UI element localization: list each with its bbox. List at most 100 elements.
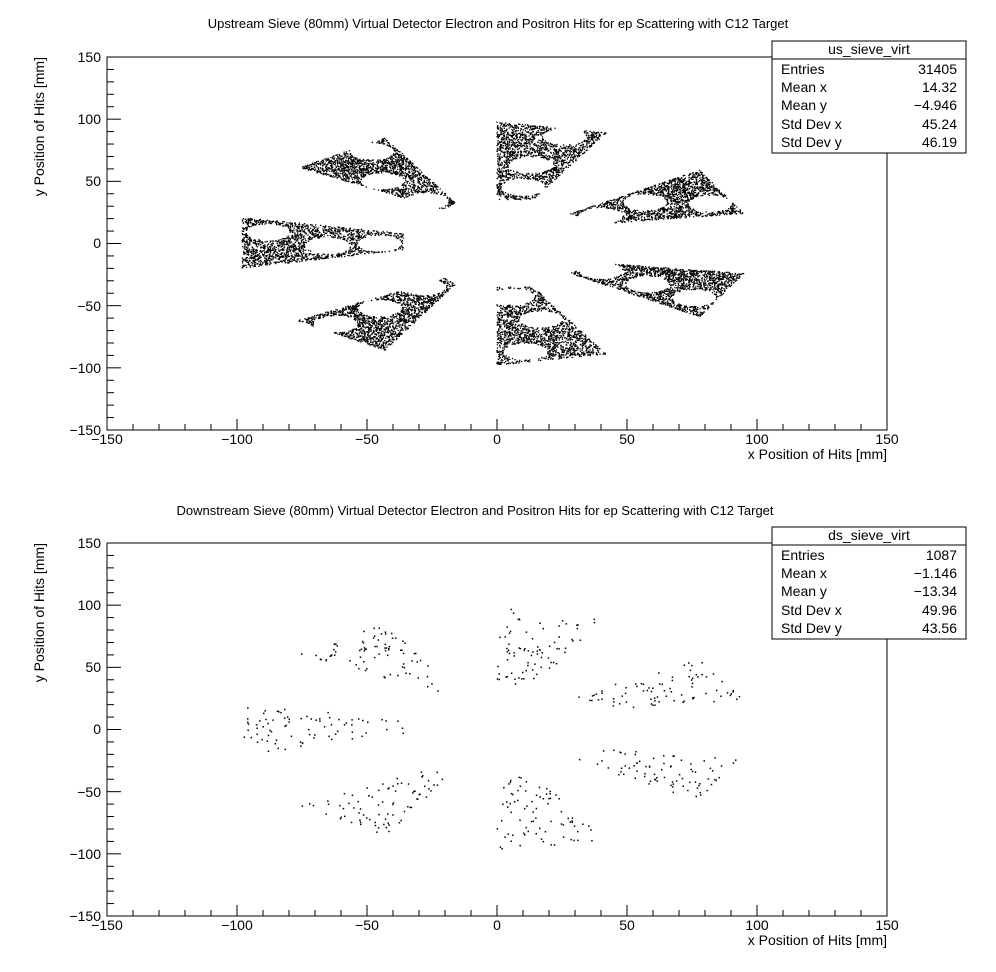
hit-point xyxy=(398,191,400,193)
hit-point xyxy=(676,198,678,200)
hit-point xyxy=(706,189,709,192)
hit-point xyxy=(560,162,563,164)
hit-point xyxy=(526,131,528,133)
hit-point xyxy=(687,181,690,183)
hit-point xyxy=(689,209,691,211)
hit-point xyxy=(545,128,548,130)
hit-point xyxy=(378,172,380,174)
hit-point xyxy=(287,253,289,255)
hit-point xyxy=(575,148,577,150)
hit-point xyxy=(552,174,554,176)
hit-point xyxy=(408,163,410,165)
hit-point xyxy=(418,181,421,183)
hit-point xyxy=(647,210,649,212)
hit-point xyxy=(575,214,577,216)
hit-point xyxy=(682,213,684,215)
hit-point xyxy=(384,160,386,162)
hit-point xyxy=(537,150,539,152)
hit-point xyxy=(733,208,735,210)
hit-point xyxy=(515,142,517,144)
hit-point xyxy=(337,230,339,233)
hit-point xyxy=(642,212,644,214)
hit-point xyxy=(679,189,681,191)
hit-point xyxy=(673,188,675,190)
hit-point xyxy=(396,171,398,173)
hit-point xyxy=(406,165,409,167)
hit-point xyxy=(246,254,248,256)
hit-point xyxy=(355,161,357,164)
hit-point xyxy=(622,207,624,210)
hit-point xyxy=(498,171,501,173)
hit-point xyxy=(511,139,513,141)
hit-point xyxy=(436,193,438,195)
hit-point xyxy=(517,127,519,129)
hit-point xyxy=(361,176,363,178)
hit-point xyxy=(399,190,401,192)
hit-point xyxy=(715,214,717,217)
hit-point xyxy=(350,168,352,170)
hit-point xyxy=(331,163,333,165)
hit-point xyxy=(590,134,592,137)
hit-point xyxy=(507,153,509,155)
hit-point xyxy=(402,167,404,169)
hit-point xyxy=(509,126,511,128)
hit-point xyxy=(259,218,262,221)
hit-point xyxy=(343,172,345,174)
hit-point xyxy=(350,165,352,168)
hit-point xyxy=(498,175,500,178)
hit-point xyxy=(409,161,412,163)
hit-point xyxy=(552,152,555,154)
hit-point xyxy=(668,185,670,188)
hit-point xyxy=(588,142,590,145)
hit-point xyxy=(694,195,696,197)
hit-point xyxy=(507,164,509,166)
hit-point xyxy=(691,211,693,214)
hit-point xyxy=(684,213,686,215)
hit-point xyxy=(446,197,448,199)
hit-point xyxy=(359,182,361,184)
hit-point xyxy=(501,123,503,125)
hit-point xyxy=(387,171,389,173)
hit-point xyxy=(566,158,568,160)
hit-point xyxy=(390,232,393,234)
hit-point xyxy=(413,182,415,184)
hit-point xyxy=(346,169,348,171)
hit-point xyxy=(666,199,668,201)
hit-point xyxy=(654,215,656,217)
hit-point xyxy=(405,193,407,195)
hit-point xyxy=(666,213,668,215)
hit-point xyxy=(565,166,567,168)
hit-point xyxy=(362,167,364,170)
hit-point xyxy=(291,254,293,256)
hit-point xyxy=(620,208,622,210)
hit-point xyxy=(561,159,563,161)
hit-point xyxy=(394,150,396,152)
hit-point xyxy=(524,137,526,139)
hit-point xyxy=(683,194,686,196)
hit-point xyxy=(531,147,533,149)
hit-point xyxy=(706,215,708,217)
hit-point xyxy=(531,141,533,143)
hit-point xyxy=(688,192,690,194)
hit-point xyxy=(388,171,390,173)
hit-point xyxy=(595,134,598,137)
hit-point xyxy=(391,191,393,193)
hit-point xyxy=(579,149,581,152)
hit-point xyxy=(360,162,363,164)
hit-point xyxy=(726,197,728,199)
hit-point xyxy=(643,192,645,194)
hit-point xyxy=(498,167,500,169)
hit-point xyxy=(357,159,360,161)
hit-point xyxy=(712,191,714,194)
hit-point xyxy=(661,190,663,192)
hit-point xyxy=(363,167,365,169)
hit-point xyxy=(437,186,439,188)
hit-point xyxy=(419,183,421,185)
hit-point xyxy=(592,135,595,138)
hit-point xyxy=(525,127,528,129)
hit-point xyxy=(519,173,521,175)
hit-point xyxy=(708,213,710,215)
hit-point xyxy=(658,186,661,188)
hit-point xyxy=(689,198,691,200)
hit-point xyxy=(382,164,384,166)
